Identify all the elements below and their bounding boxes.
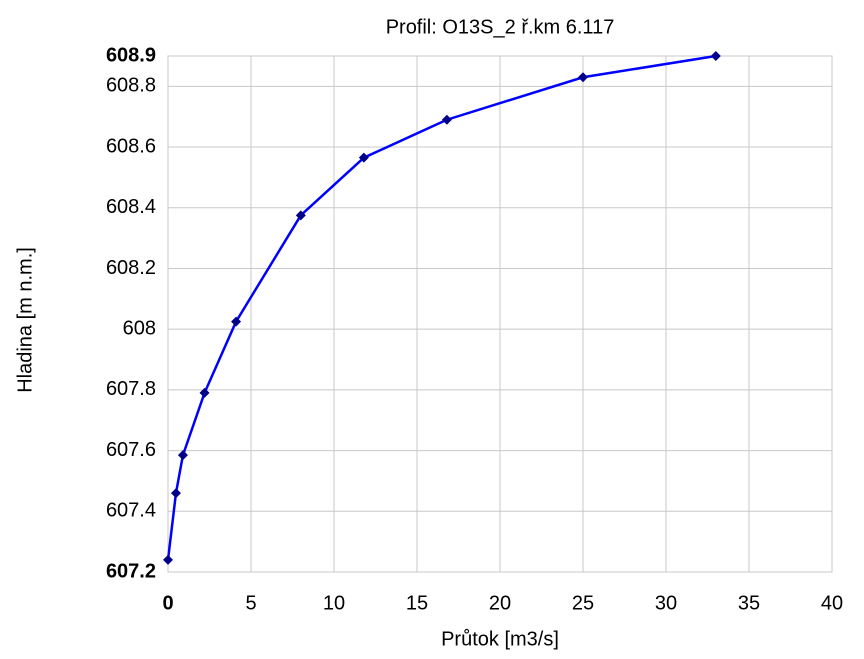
x-axis-label: Průtok [m3/s] — [441, 628, 559, 650]
y-tick-label: 607.2 — [106, 560, 156, 582]
y-tick-label: 607.6 — [106, 439, 156, 461]
data-marker — [441, 114, 452, 125]
y-tick-label: 608.2 — [106, 257, 156, 279]
data-marker — [358, 152, 369, 163]
data-marker — [295, 210, 306, 221]
data-marker — [710, 51, 721, 61]
x-tick-label: 5 — [245, 592, 256, 614]
x-tick-label: 20 — [489, 592, 511, 614]
y-axis-label: Hladina [m n.m.] — [14, 247, 36, 393]
y-tick-label: 608.4 — [106, 196, 156, 218]
data-marker — [170, 488, 181, 499]
data-marker — [578, 72, 588, 83]
data-marker — [231, 316, 242, 327]
y-tick-label: 607.8 — [106, 378, 156, 400]
x-tick-label: 15 — [406, 592, 428, 614]
chart-title: Profil: O13S_2 ř.km 6.117 — [386, 16, 615, 38]
y-tick-label: 607.4 — [106, 500, 156, 522]
y-tick-label: 608.9 — [106, 44, 156, 66]
data-marker — [177, 450, 188, 461]
data-marker — [199, 387, 210, 398]
data-marker — [163, 554, 173, 565]
y-tick-label: 608.6 — [106, 135, 156, 157]
y-tick-label: 608 — [123, 317, 156, 339]
x-tick-label: 40 — [821, 592, 843, 614]
data-line — [166, 54, 716, 561]
x-tick-label: 0 — [162, 592, 173, 614]
x-tick-label: 35 — [738, 592, 760, 614]
x-tick-label: 30 — [655, 592, 677, 614]
y-tick-label: 608.8 — [106, 75, 156, 97]
x-tick-label: 10 — [323, 592, 345, 614]
x-tick-label: 25 — [572, 592, 594, 614]
